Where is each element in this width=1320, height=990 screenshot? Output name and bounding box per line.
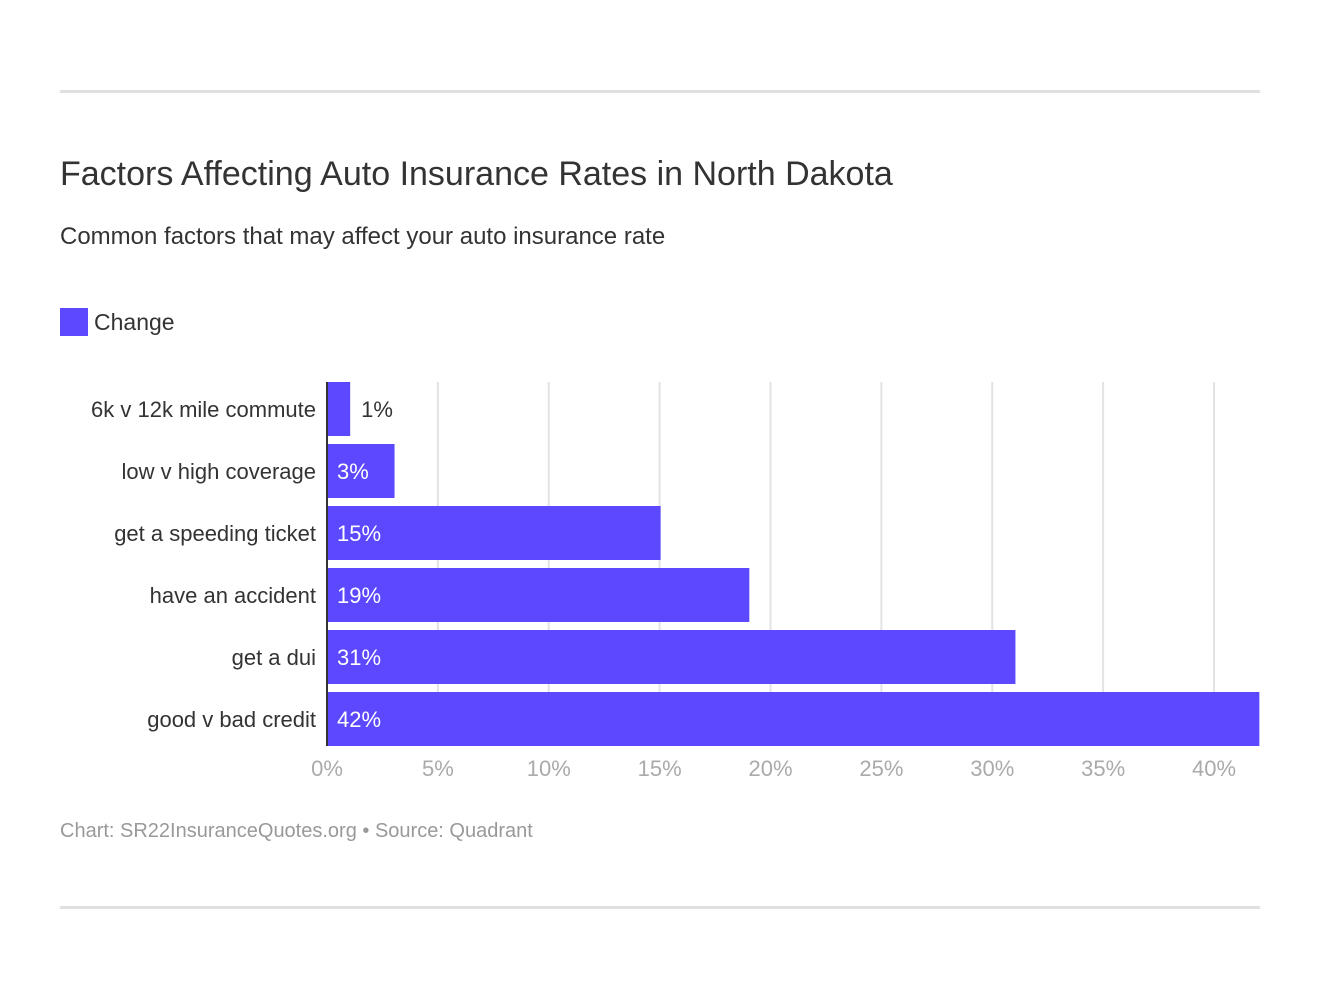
chart-footer: Chart: SR22InsuranceQuotes.org • Source:… [60,820,533,842]
bar [328,506,661,560]
category-label: good v bad credit [147,707,316,732]
bar [328,692,1260,746]
x-tick-label: 15% [638,756,682,781]
x-tick-label: 25% [859,756,903,781]
data-label: 42% [337,707,381,732]
category-label: get a speeding ticket [114,521,316,546]
legend: Change [60,308,175,336]
data-label: 1% [361,397,393,422]
category-label: have an accident [150,583,316,608]
category-label: low v high coverage [122,459,316,484]
x-tick-label: 5% [422,756,454,781]
category-label: get a dui [232,645,316,670]
legend-swatch [60,308,88,336]
chart-title: Factors Affecting Auto Insurance Rates i… [60,155,893,193]
category-label: 6k v 12k mile commute [91,397,316,422]
x-tick-label: 20% [748,756,792,781]
x-tick-label: 10% [527,756,571,781]
bar [328,382,351,436]
data-label: 3% [337,459,369,484]
x-tick-label: 35% [1081,756,1125,781]
x-tick-label: 40% [1192,756,1236,781]
x-tick-label: 30% [970,756,1014,781]
data-label: 15% [337,521,381,546]
data-label: 31% [337,645,381,670]
bar [328,568,750,622]
bar [328,444,395,498]
legend-label: Change [94,308,175,335]
data-label: 19% [337,583,381,608]
x-tick-label: 0% [311,756,343,781]
bar [328,630,1016,684]
top-divider [60,90,1260,93]
bottom-divider [60,906,1260,909]
chart-subtitle: Common factors that may affect your auto… [60,223,666,250]
